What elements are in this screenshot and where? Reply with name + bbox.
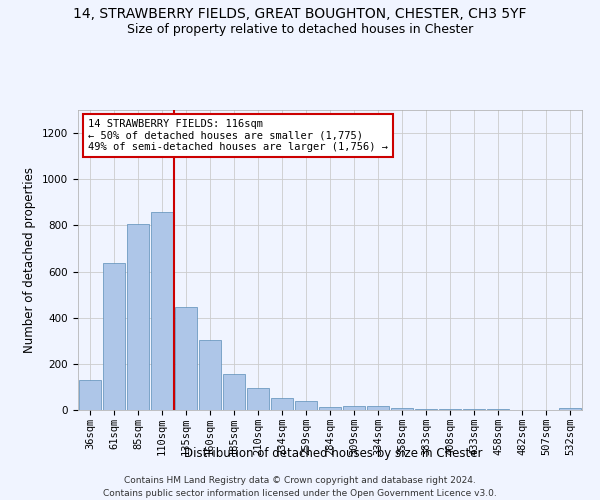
Bar	[199, 340, 221, 410]
Bar	[367, 406, 389, 410]
Bar	[247, 388, 269, 410]
Y-axis label: Number of detached properties: Number of detached properties	[23, 167, 37, 353]
Bar	[295, 401, 317, 410]
Bar	[127, 224, 149, 410]
Text: Distribution of detached houses by size in Chester: Distribution of detached houses by size …	[184, 448, 482, 460]
Bar	[463, 409, 485, 410]
Bar	[415, 409, 437, 410]
Text: 14, STRAWBERRY FIELDS, GREAT BOUGHTON, CHESTER, CH3 5YF: 14, STRAWBERRY FIELDS, GREAT BOUGHTON, C…	[73, 8, 527, 22]
Text: 14 STRAWBERRY FIELDS: 116sqm
← 50% of detached houses are smaller (1,775)
49% of: 14 STRAWBERRY FIELDS: 116sqm ← 50% of de…	[88, 119, 388, 152]
Bar	[79, 380, 101, 410]
Bar	[175, 308, 197, 410]
Text: Size of property relative to detached houses in Chester: Size of property relative to detached ho…	[127, 22, 473, 36]
Bar	[343, 406, 365, 410]
Bar	[487, 409, 509, 410]
Text: Contains HM Land Registry data © Crown copyright and database right 2024.
Contai: Contains HM Land Registry data © Crown c…	[103, 476, 497, 498]
Bar	[271, 398, 293, 410]
Bar	[223, 374, 245, 410]
Bar	[439, 409, 461, 410]
Bar	[319, 406, 341, 410]
Bar	[151, 212, 173, 410]
Bar	[103, 264, 125, 410]
Bar	[559, 408, 581, 410]
Bar	[391, 408, 413, 410]
